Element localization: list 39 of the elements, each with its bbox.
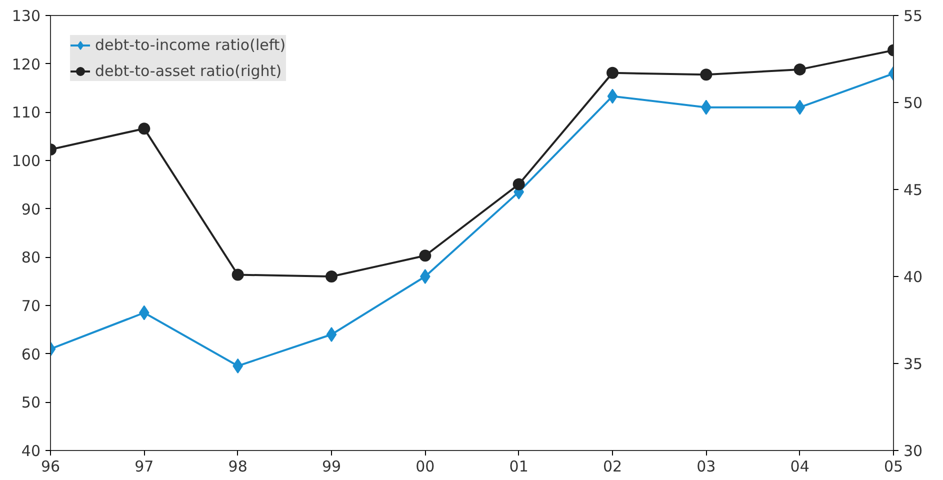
y-tick-label: 120 — [12, 55, 41, 74]
point — [606, 66, 618, 79]
point — [607, 88, 618, 104]
x-tick-label: 00 — [416, 458, 435, 476]
legend-label: debt-to-income ratio(left) — [95, 36, 286, 54]
y-tick-label: 110 — [12, 104, 41, 122]
y2-tick-label: 55 — [904, 7, 923, 25]
point — [232, 268, 244, 281]
y-tick-label: 70 — [21, 297, 41, 315]
y-tick-label: 50 — [21, 394, 41, 412]
x-tick-label: 05 — [884, 458, 904, 476]
x-tick-label: 96 — [40, 458, 60, 476]
point — [512, 178, 525, 190]
point — [326, 327, 337, 342]
x-tick-label: 03 — [696, 458, 716, 476]
x-tick-label: 01 — [509, 458, 528, 476]
y-tick-label: 90 — [21, 200, 41, 218]
point — [326, 270, 338, 282]
y2-tick-label: 35 — [904, 355, 923, 373]
y-tick-label: 60 — [21, 345, 41, 364]
y-tick-label: 130 — [12, 7, 41, 25]
y-tick-label: 80 — [21, 248, 41, 267]
x-tick-label: 97 — [134, 458, 154, 476]
y-tick-label: 40 — [21, 442, 41, 460]
point — [419, 250, 432, 262]
point — [794, 63, 806, 76]
y-tick-label: 100 — [12, 152, 41, 170]
x-tick-label: 04 — [790, 458, 810, 476]
y2-tick-label: 30 — [904, 442, 923, 460]
x-tick-label: 02 — [602, 458, 622, 476]
point — [138, 122, 150, 135]
x-tick-label: 98 — [228, 458, 248, 476]
point — [700, 68, 712, 81]
point — [420, 269, 430, 284]
y2-tick-label: 40 — [904, 268, 923, 286]
x-tick-label: 99 — [322, 458, 342, 476]
legend-label: debt-to-asset ratio(right) — [95, 62, 282, 80]
y2-tick-label: 45 — [904, 181, 923, 199]
y2-tick-label: 50 — [904, 94, 923, 112]
